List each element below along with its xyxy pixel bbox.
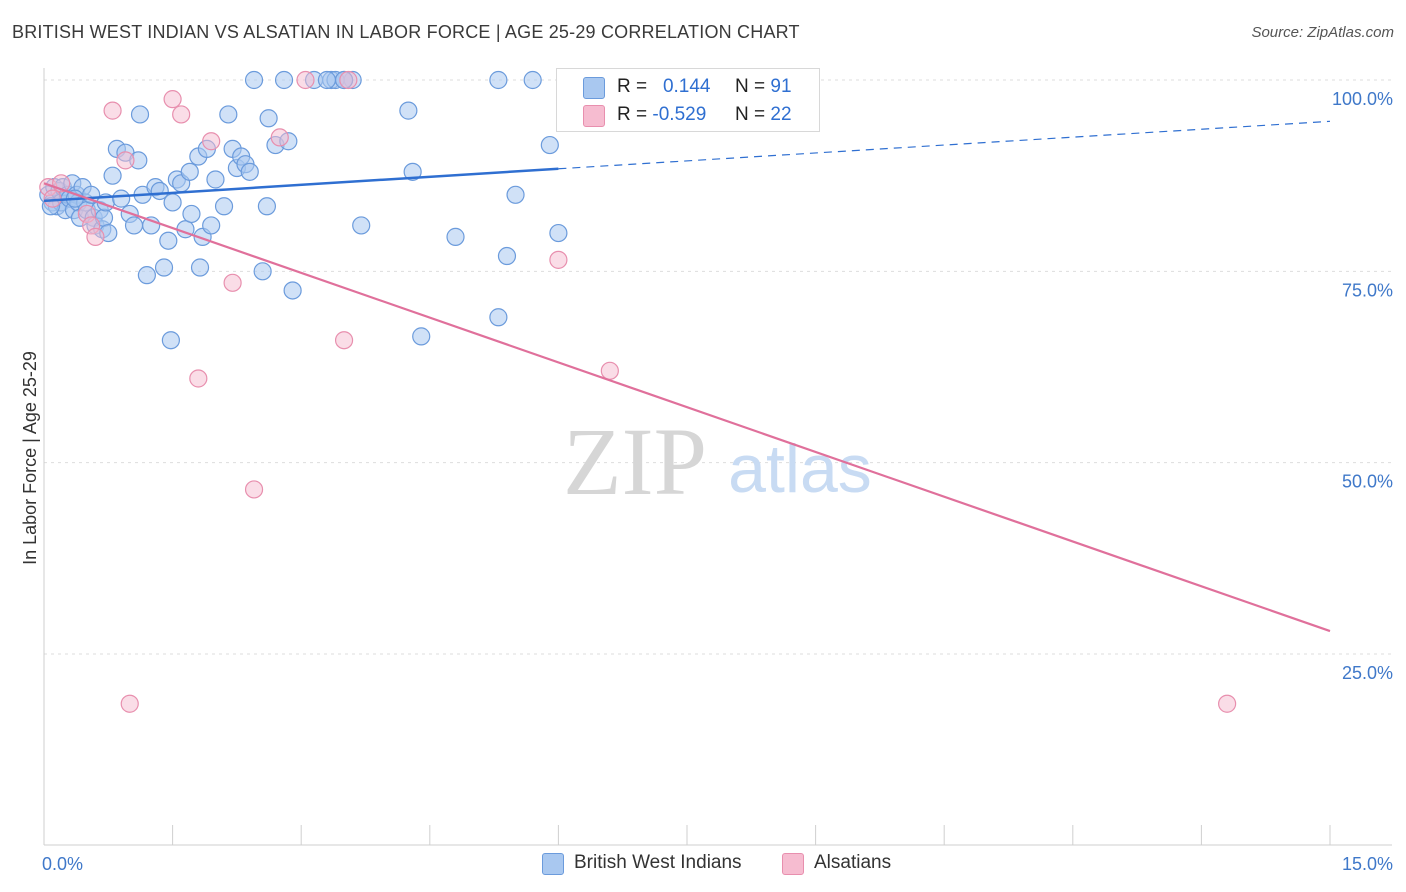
data-point-british-west-indians — [202, 216, 221, 235]
data-point-british-west-indians — [112, 189, 131, 208]
tick-labels: 25.0% 50.0% 75.0% 100.0% 0.0% 15.0% — [42, 89, 1393, 874]
legend-swatch-blue — [583, 77, 605, 99]
trend-line-alsatians — [43, 182, 1331, 633]
data-point-alsatians — [163, 90, 182, 109]
data-point-alsatians — [120, 694, 139, 713]
data-point-alsatians — [244, 480, 264, 499]
data-point-alsatians — [103, 101, 122, 120]
data-point-alsatians — [270, 128, 289, 147]
correlation-legend: R = 0.144 N = 91 R = -0.529 N = 22 — [556, 68, 820, 132]
data-point-alsatians — [1218, 694, 1237, 713]
data-point-alsatians — [549, 250, 568, 269]
data-point-british-west-indians — [497, 246, 517, 266]
data-point-alsatians — [334, 331, 354, 350]
legend-row-british-west-indians: R = 0.144 N = 91 — [557, 73, 819, 101]
data-point-british-west-indians — [161, 331, 180, 350]
data-point-british-west-indians — [274, 70, 294, 90]
data-point-british-west-indians — [540, 135, 559, 155]
trend-lines — [43, 120, 1331, 633]
x-tick-label-min: 0.0% — [42, 854, 83, 874]
legend-r-value: -0.529 — [652, 104, 707, 125]
data-point-british-west-indians — [549, 223, 568, 243]
data-point-british-west-indians — [244, 70, 264, 90]
legend-n: N = 22 — [735, 104, 792, 126]
watermark: ZIP atlas — [563, 408, 872, 515]
legend-row-alsatians: R = -0.529 N = 22 — [557, 101, 819, 129]
data-point-british-west-indians — [150, 181, 169, 201]
data-point-british-west-indians — [219, 105, 238, 124]
legend-n-label: N = — [735, 104, 766, 125]
data-point-alsatians — [223, 273, 242, 292]
chart-source: Source: ZipAtlas.com — [1251, 24, 1394, 41]
data-point-british-west-indians — [154, 258, 174, 277]
axes — [43, 68, 1392, 846]
bottom-legend-label: British West Indians — [574, 852, 742, 873]
data-point-british-west-indians — [259, 109, 278, 128]
data-point-british-west-indians — [182, 204, 201, 224]
data-point-british-west-indians — [489, 308, 508, 327]
chart-title: BRITISH WEST INDIAN VS ALSATIAN IN LABOR… — [12, 22, 800, 42]
watermark-zip: ZIP — [563, 408, 707, 515]
data-point-alsatians — [339, 70, 358, 90]
legend-n-value: 22 — [770, 104, 792, 125]
data-point-british-west-indians — [180, 162, 199, 181]
data-point-alsatians — [189, 369, 208, 388]
data-point-british-west-indians — [352, 216, 371, 235]
data-point-british-west-indians — [253, 262, 272, 281]
data-point-british-west-indians — [240, 162, 259, 181]
data-point-british-west-indians — [403, 162, 422, 181]
legend-r: R = -0.529 — [617, 104, 706, 126]
data-point-alsatians — [202, 132, 221, 151]
data-point-alsatians — [600, 361, 619, 380]
data-point-british-west-indians — [206, 170, 225, 189]
data-point-alsatians — [296, 70, 315, 90]
legend-r-label: R = — [617, 76, 648, 97]
legend-n-label: N = — [735, 76, 766, 97]
data-point-british-west-indians — [130, 105, 150, 124]
data-point-alsatians — [86, 227, 105, 246]
bottom-legend-label: Alsatians — [814, 852, 892, 873]
data-point-british-west-indians — [214, 197, 234, 216]
y-tick-label: 25.0% — [1342, 663, 1393, 683]
bottom-legend-swatch-pink — [782, 853, 804, 875]
y-tick-label: 75.0% — [1342, 280, 1393, 300]
data-point-british-west-indians — [159, 231, 178, 250]
data-point-alsatians — [172, 105, 191, 124]
data-point-british-west-indians — [283, 281, 302, 300]
y-tick-label: 50.0% — [1342, 472, 1393, 492]
legend-r: R = 0.144 — [617, 76, 711, 98]
y-axis-label: In Labor Force | Age 25-29 — [20, 351, 40, 565]
series-alsatians — [39, 70, 1237, 713]
trend-line-british-west-indians — [43, 167, 559, 203]
data-point-british-west-indians — [399, 101, 418, 120]
data-point-alsatians — [43, 189, 62, 208]
data-point-british-west-indians — [317, 70, 337, 90]
x-tick-label-max: 15.0% — [1342, 854, 1393, 874]
y-tick-label: 100.0% — [1332, 89, 1393, 109]
trend-line-british-west-indians-extension — [558, 120, 1331, 170]
data-point-british-west-indians — [257, 197, 277, 216]
data-point-british-west-indians — [124, 216, 144, 235]
legend-n: N = 91 — [735, 76, 792, 98]
data-point-british-west-indians — [137, 266, 156, 285]
legend-n-value: 91 — [770, 76, 792, 97]
bottom-legend-swatch-blue — [542, 853, 564, 875]
data-point-british-west-indians — [446, 227, 465, 246]
data-point-alsatians — [116, 151, 135, 170]
legend-swatch-pink — [583, 105, 605, 127]
data-point-british-west-indians — [412, 327, 431, 346]
data-point-british-west-indians — [523, 70, 542, 90]
data-point-british-west-indians — [190, 258, 210, 277]
watermark-atlas: atlas — [728, 431, 872, 507]
data-point-british-west-indians — [506, 185, 525, 204]
legend-r-label: R = — [617, 104, 648, 125]
data-point-british-west-indians — [489, 70, 508, 90]
data-point-british-west-indians — [163, 193, 182, 212]
legend-r-value: 0.144 — [662, 76, 711, 97]
data-point-british-west-indians — [103, 166, 122, 185]
